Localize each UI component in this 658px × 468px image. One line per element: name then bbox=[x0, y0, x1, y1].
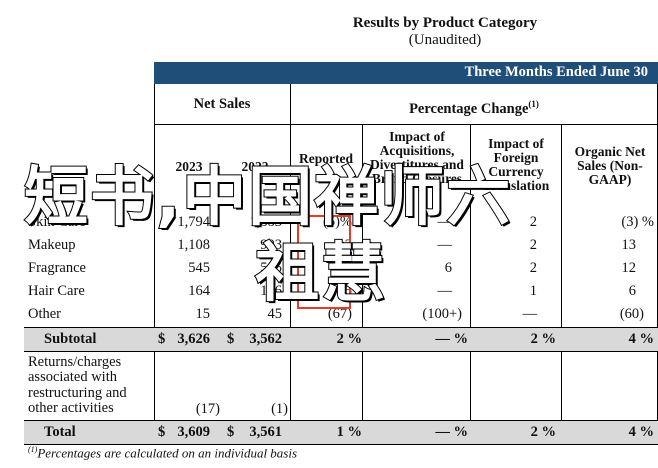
cell-reported: (67) bbox=[327, 306, 352, 322]
cell-fx: 2 % bbox=[530, 424, 556, 440]
returns-label-line: other activities bbox=[28, 400, 114, 416]
cell-2022: 1,883 bbox=[249, 214, 282, 230]
cell-acq: — bbox=[437, 237, 453, 253]
returns-label-line: restructuring and bbox=[28, 385, 127, 401]
currency-sign: $ bbox=[158, 424, 166, 440]
cell-2023: 545 bbox=[188, 260, 210, 276]
period-label: Three Months Ended June 30 bbox=[464, 64, 648, 80]
cell-2023: 1,794 bbox=[177, 214, 210, 230]
cell-2022: 515 bbox=[260, 260, 282, 276]
cell-acq: (100+) bbox=[422, 306, 462, 322]
col-reported: Reported bbox=[299, 151, 353, 166]
cell-reported: 1 % bbox=[336, 424, 362, 440]
grid-line bbox=[561, 124, 562, 444]
cell-2022: 156 bbox=[260, 283, 282, 299]
cell-fx: 2 bbox=[529, 237, 537, 253]
net-sales-header: Net Sales bbox=[193, 96, 251, 112]
cell-reported: (5)% bbox=[323, 214, 352, 230]
col-2022: 2022 bbox=[241, 159, 269, 174]
watermark-line-2: 祖慧 bbox=[254, 237, 387, 311]
rule bbox=[24, 420, 658, 421]
report-title: Results by Product Category bbox=[352, 15, 538, 31]
cell-organic: 13 bbox=[621, 237, 637, 253]
returns-2022: (1) bbox=[271, 401, 288, 417]
cell-2022: 993 bbox=[260, 237, 282, 253]
footnote-ref: (1) bbox=[528, 99, 539, 109]
cell-organic: (60) bbox=[619, 306, 644, 322]
grid-line bbox=[362, 124, 363, 444]
percentage-change-label: Percentage Change bbox=[409, 100, 529, 117]
cell-acq: — bbox=[437, 214, 453, 230]
cell-organic: 12 bbox=[621, 260, 637, 276]
subtotal-row: Subtotal $ 3,562 $ 3,626 2 % — % 2 % 4 % bbox=[24, 328, 658, 351]
table-row: Makeup 1,108 993 12 — 2 13 bbox=[24, 234, 658, 257]
subtotal-label: Subtotal bbox=[44, 331, 97, 347]
row-label: Other bbox=[28, 306, 62, 322]
table-row: Skin Care 1,794 1,883 (5)% — 2 (3) % bbox=[24, 211, 658, 234]
cell-reported: 5 bbox=[344, 283, 352, 299]
grid-line bbox=[154, 84, 155, 444]
cell-reported: 2 % bbox=[336, 331, 362, 347]
grid-line bbox=[470, 124, 471, 444]
watermark-line-1: 短书,中国禅师六 bbox=[23, 161, 513, 235]
highlight-box bbox=[297, 215, 351, 309]
row-label: Skin Care bbox=[28, 214, 86, 230]
table-row: Hair Care 164 156 5 — 1 6 bbox=[24, 280, 658, 303]
rule bbox=[24, 351, 658, 352]
rule bbox=[24, 444, 658, 445]
col-2023: 2023 bbox=[175, 159, 203, 174]
cell-2022: 45 bbox=[267, 306, 283, 322]
cell-fx: — bbox=[522, 306, 538, 322]
returns-2023: (17) bbox=[195, 401, 220, 417]
cell-2023: 1,108 bbox=[177, 237, 210, 253]
percentage-change-header: Percentage Change(1) bbox=[290, 96, 658, 117]
cell-acq: — % bbox=[435, 331, 468, 347]
cell-2023: 164 bbox=[188, 283, 210, 299]
cell-organic: 4 % bbox=[628, 424, 654, 440]
total-row: Total $ 3,609 $ 3,561 1 % — % 2 % 4 % bbox=[24, 421, 658, 444]
total-label: Total bbox=[44, 424, 76, 440]
cell-2023: 3,626 bbox=[177, 331, 210, 347]
cell-acq: — bbox=[437, 283, 453, 299]
footnote-text: Percentages are calculated on an individ… bbox=[37, 445, 298, 461]
period-band: Three Months Ended June 30 bbox=[154, 62, 658, 84]
rule bbox=[154, 124, 658, 125]
cell-fx: 1 bbox=[529, 283, 537, 299]
cell-organic: 6 bbox=[628, 283, 636, 299]
returns-label-line: Returns/charges bbox=[28, 354, 122, 370]
grid-line bbox=[290, 84, 291, 444]
cell-acq: — % bbox=[435, 424, 468, 440]
cell-fx: 2 % bbox=[530, 331, 556, 347]
col-fx: Impact of Foreign Currency Translation bbox=[482, 136, 550, 193]
row-label: Fragrance bbox=[28, 260, 86, 276]
returns-label-line: associated with bbox=[28, 369, 117, 385]
cell-fx: 2 bbox=[529, 260, 537, 276]
currency-sign: $ bbox=[227, 331, 235, 347]
cell-fx: 2 bbox=[529, 214, 537, 230]
footnote-mark: (1) bbox=[28, 445, 38, 454]
row-label: Hair Care bbox=[28, 283, 85, 299]
table-row: Fragrance 545 515 5 6 2 12 bbox=[24, 257, 658, 280]
col-acquisitions: Impact of Acquisitions, Divestitures and… bbox=[370, 129, 464, 186]
rule bbox=[24, 327, 658, 328]
cell-2023: 3,609 bbox=[177, 424, 210, 440]
cell-2023: 15 bbox=[195, 306, 211, 322]
cell-2022: 3,561 bbox=[249, 424, 282, 440]
cell-acq: 6 bbox=[444, 260, 452, 276]
row-label: Makeup bbox=[28, 237, 76, 253]
cell-organic: (3) % bbox=[621, 214, 654, 230]
report-subtitle: (Unaudited) bbox=[408, 32, 482, 48]
currency-sign: $ bbox=[227, 424, 235, 440]
footnote: (1)Percentages are calculated on an indi… bbox=[28, 445, 297, 461]
table-row: Other 15 45 (67) (100+) — (60) bbox=[24, 303, 658, 326]
cell-reported: 12 bbox=[337, 237, 353, 253]
currency-sign: $ bbox=[158, 331, 166, 347]
col-organic: Organic Net Sales (Non-GAAP) bbox=[574, 144, 646, 187]
cell-2022: 3,562 bbox=[249, 331, 282, 347]
cell-organic: 4 % bbox=[628, 331, 654, 347]
cell-reported: 5 bbox=[344, 260, 352, 276]
